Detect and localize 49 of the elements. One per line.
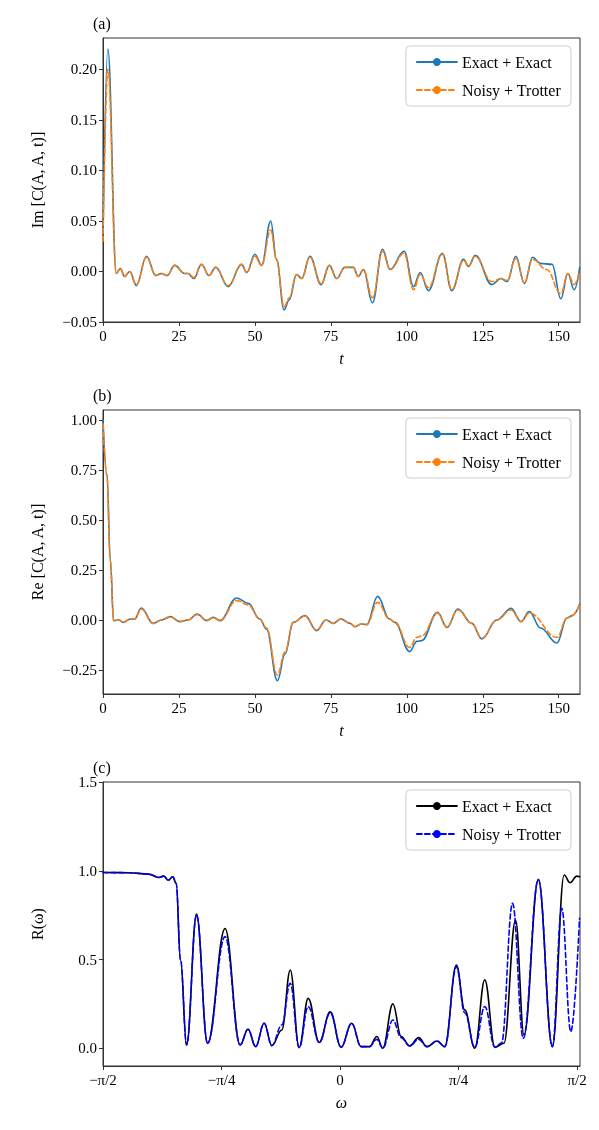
x-tick-label: 0 <box>99 699 107 716</box>
x-tick-label: 25 <box>171 699 187 716</box>
y-tick-label: 0.50 <box>70 512 97 528</box>
y-tick-label: −0.25 <box>62 662 97 678</box>
x-axis-title: t <box>339 721 345 739</box>
x-tick-label: 0 <box>99 327 107 344</box>
y-tick-label: 0.15 <box>70 111 97 128</box>
y-tick-label: 0.20 <box>70 61 97 78</box>
y-tick-label: 0.05 <box>70 212 97 229</box>
x-tick-label: 100 <box>395 699 419 716</box>
x-axis-title: ω <box>335 1093 348 1111</box>
y-axis-title: Im [C(A, A, t)] <box>28 131 47 229</box>
x-tick-label: π/2 <box>567 1071 587 1088</box>
x-tick-label: 50 <box>247 327 263 344</box>
y-tick-label: 0.0 <box>78 1040 97 1057</box>
chart-title: (a) <box>93 14 111 33</box>
chart-title: (c) <box>93 758 111 777</box>
x-tick-label: 75 <box>323 327 339 344</box>
chart-title: (b) <box>93 386 112 405</box>
legend-label: Noisy + Trotter <box>461 453 562 472</box>
y-tick-label: 1.00 <box>70 412 97 428</box>
x-tick-label: 75 <box>323 699 339 716</box>
y-tick-label: 0.75 <box>70 462 97 478</box>
y-tick-label: 0.10 <box>70 162 97 179</box>
x-tick-label: 125 <box>471 327 495 344</box>
y-tick-label: −0.05 <box>62 314 97 330</box>
x-tick-label: 50 <box>247 699 263 716</box>
y-tick-label: 1.0 <box>78 862 97 879</box>
legend-label: Exact + Exact <box>461 797 553 815</box>
x-tick-label: π/4 <box>448 1071 469 1088</box>
y-axis-title: R(ω) <box>28 908 47 940</box>
legend-label: Exact + Exact <box>461 425 553 443</box>
x-tick-label: 150 <box>547 327 570 344</box>
y-tick-label: 0.00 <box>70 263 97 280</box>
y-tick-label: 0.5 <box>78 951 97 968</box>
x-tick-label: 25 <box>171 327 187 344</box>
x-tick-label: 150 <box>547 699 570 716</box>
legend-label: Noisy + Trotter <box>461 825 562 844</box>
y-axis-title: Re [C(A, A, t)] <box>28 503 47 601</box>
x-tick-label: 125 <box>471 699 495 716</box>
legend-label: Exact + Exact <box>461 53 553 71</box>
x-tick-label: 100 <box>395 327 419 344</box>
x-tick-label: −π/2 <box>89 1071 117 1088</box>
y-tick-label: 0.00 <box>70 612 97 628</box>
x-tick-label: 0 <box>336 1071 344 1088</box>
x-axis-title: t <box>339 349 345 367</box>
legend-label: Noisy + Trotter <box>461 81 562 100</box>
x-tick-label: −π/4 <box>207 1071 236 1088</box>
y-tick-label: 0.25 <box>70 562 97 578</box>
